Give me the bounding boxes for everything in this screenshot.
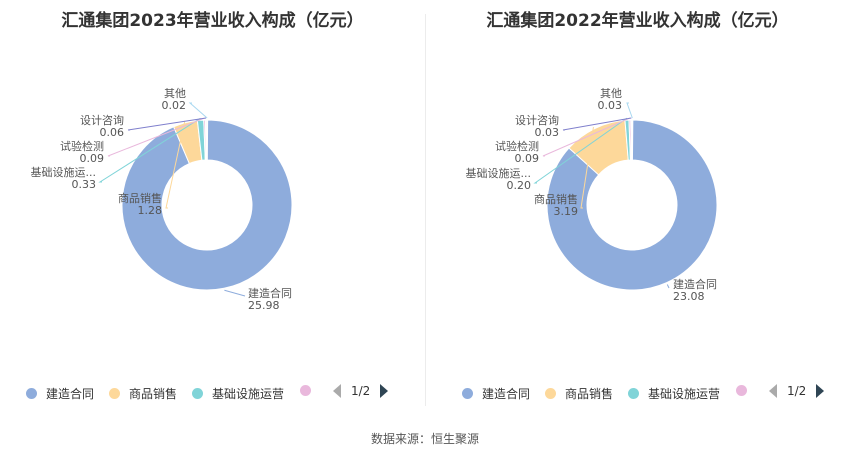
chart-title: 汇通集团2022年营业收入构成（亿元） (486, 11, 789, 31)
legend-marker (462, 388, 473, 399)
donut-slice-1[interactable] (546, 119, 718, 291)
label-leader-line (107, 117, 205, 157)
label-leader-line (562, 117, 632, 131)
legend-marker (545, 388, 556, 399)
donut-slice-1[interactable] (121, 119, 293, 291)
legend-page-indicator: 1/2 (787, 384, 807, 398)
slice-category-label: 其他 (600, 87, 622, 100)
donut-slice-6[interactable] (206, 119, 209, 161)
legend-pager: 1/2 (769, 384, 825, 398)
slice-category-label: 其他 (164, 87, 186, 100)
slice-value-label: 0.03 (598, 99, 623, 112)
legend-label: 商品销售 (129, 387, 178, 401)
slice-category-label: 设计咨询 (515, 113, 559, 127)
slice-value-label: 0.06 (100, 126, 125, 139)
slice-value-label: 0.09 (515, 152, 540, 165)
legend-label: 基础设施运营 (212, 387, 285, 401)
legend-item-testing[interactable] (736, 385, 756, 396)
slice-category-label: 设计咨询 (80, 113, 124, 127)
chart-title: 汇通集团2023年营业收入构成（亿元） (61, 11, 364, 31)
legend: 建造合同 商品销售 基础设施运营 1/2 (425, 384, 850, 404)
legend-label: 商品销售 (565, 387, 614, 401)
legend-item-infrastructure[interactable]: 基础设施运营 (192, 385, 284, 402)
slice-value-label: 1.28 (138, 204, 163, 217)
label-leader-line (626, 102, 633, 119)
chart-panel-2022: 汇通集团2022年营业收入构成（亿元） 建造合同 23.08 商品销售 3.19 基础设… (425, 0, 850, 420)
panel-divider (425, 14, 426, 406)
legend-next-arrow-icon[interactable] (816, 384, 825, 398)
legend-marker (109, 388, 120, 399)
legend-marker (300, 385, 311, 396)
legend-item-testing[interactable] (300, 385, 320, 396)
label-leader-line (542, 117, 631, 157)
legend-prev-arrow-icon[interactable] (769, 384, 777, 398)
slice-category-label: 商品销售 (534, 192, 578, 206)
legend-marker (192, 388, 203, 399)
legend-label: 建造合同 (482, 387, 531, 401)
legend-item-goods-sales[interactable]: 商品销售 (109, 385, 177, 402)
slice-value-label: 0.02 (162, 99, 187, 112)
data-source-note: 数据来源：恒生聚源 (370, 432, 479, 446)
slice-value-label: 0.03 (535, 126, 560, 139)
legend-item-construction[interactable]: 建造合同 (462, 385, 530, 402)
slice-value-label: 23.08 (673, 290, 705, 303)
legend-item-goods-sales[interactable]: 商品销售 (545, 385, 613, 402)
label-leader-line (98, 117, 201, 183)
legend-item-construction[interactable]: 建造合同 (26, 385, 94, 402)
slice-category-label: 试验检测 (495, 139, 539, 153)
slice-value-label: 0.20 (507, 179, 532, 192)
slice-category-label: 基础设施运... (31, 166, 97, 179)
legend-prev-arrow-icon[interactable] (333, 384, 341, 398)
donut-slice-6[interactable] (631, 119, 634, 161)
legend-marker (628, 388, 639, 399)
label-leader-line (127, 117, 207, 131)
legend-marker (26, 388, 37, 399)
legend-page-indicator: 1/2 (351, 384, 371, 398)
slice-category-label: 基础设施运... (466, 167, 532, 180)
label-leader-line (533, 117, 628, 184)
slice-category-label: 试验检测 (60, 139, 104, 153)
legend-next-arrow-icon[interactable] (380, 384, 389, 398)
slice-value-label: 25.98 (248, 299, 280, 312)
label-leader-line (188, 102, 208, 119)
slice-category-label: 建造合同 (248, 286, 292, 300)
slice-value-label: 3.19 (554, 205, 579, 218)
slice-value-label: 0.33 (72, 178, 97, 191)
label-leader-line (224, 289, 246, 297)
legend-label: 建造合同 (46, 387, 95, 401)
legend-pager: 1/2 (333, 384, 389, 398)
legend-item-infrastructure[interactable]: 基础设施运营 (628, 385, 720, 402)
slice-category-label: 建造合同 (673, 277, 717, 291)
label-leader-line (580, 126, 594, 209)
label-leader-line (666, 284, 670, 289)
slice-value-label: 0.09 (80, 152, 105, 165)
legend-label: 基础设施运营 (648, 387, 721, 401)
chart-panel-2023: 汇通集团2023年营业收入构成（亿元） 建造合同 25.98 商品销售 1.28 基础设… (0, 0, 425, 420)
slice-category-label: 商品销售 (118, 191, 162, 205)
legend-marker (736, 385, 747, 396)
label-leader-line (165, 120, 186, 209)
legend: 建造合同 商品销售 基础设施运营 1/2 (0, 384, 425, 404)
